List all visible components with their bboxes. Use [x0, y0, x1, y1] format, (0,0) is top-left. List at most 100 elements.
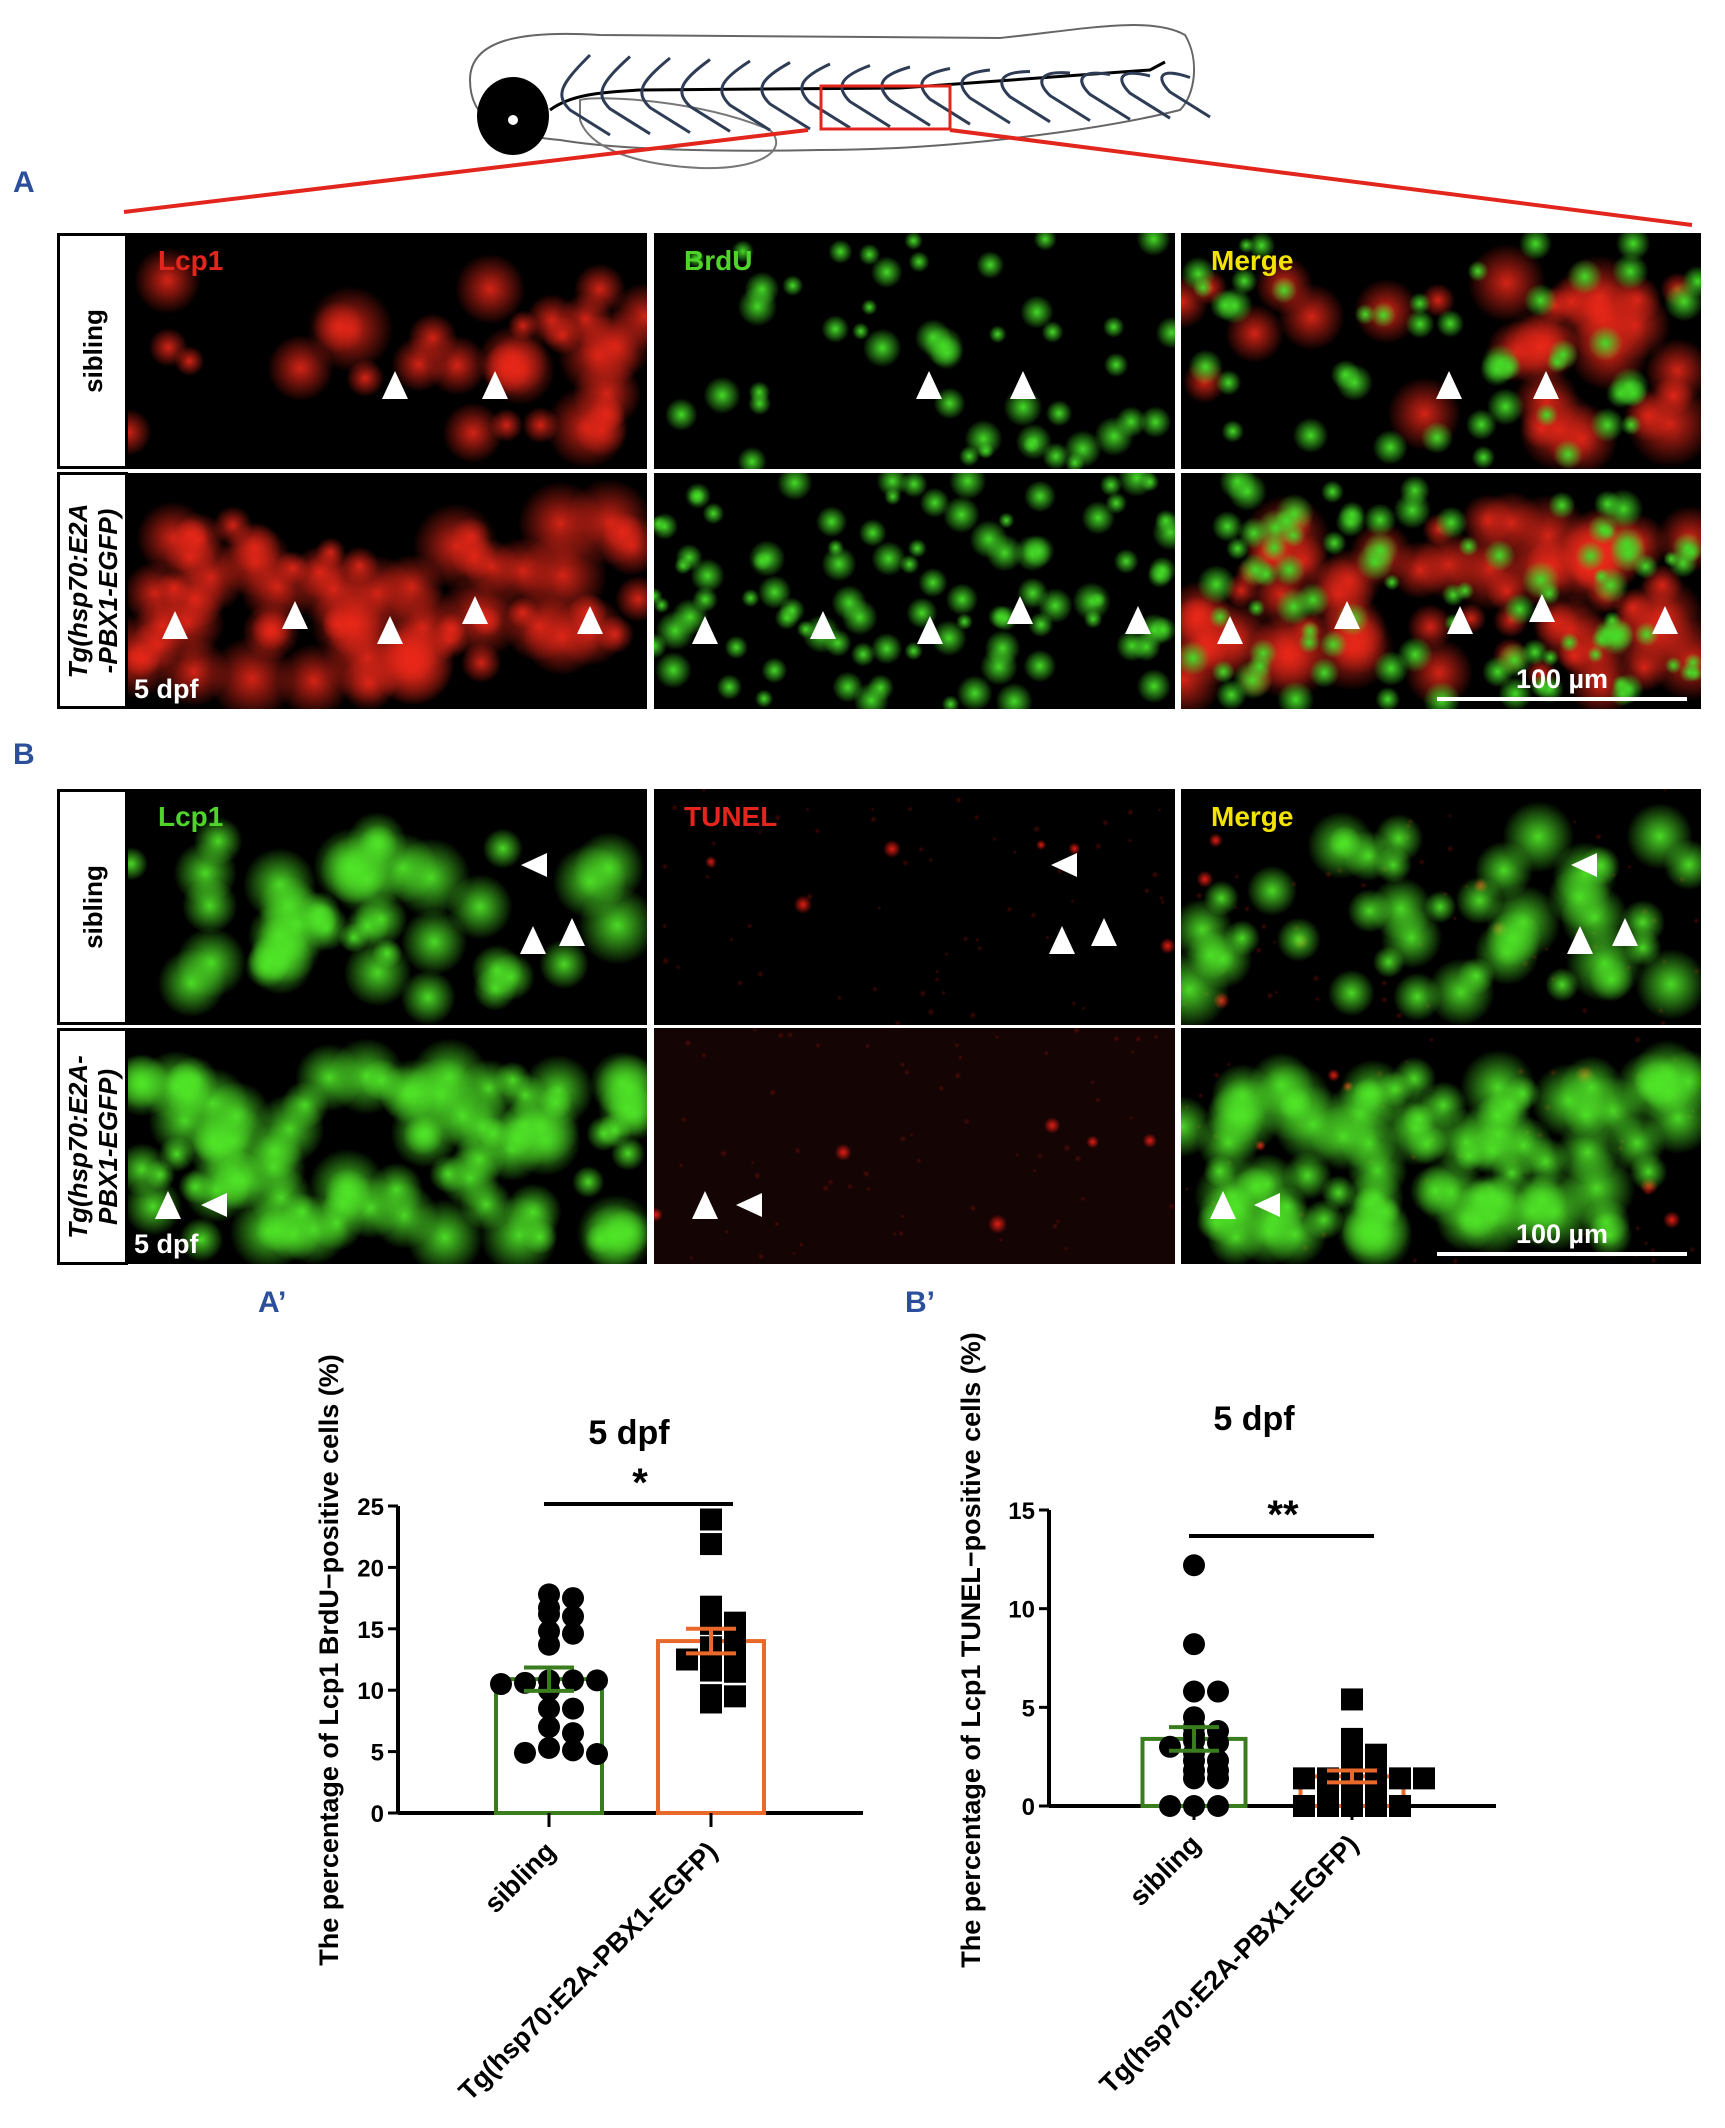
stage-label: 5 dpf: [134, 674, 199, 704]
y-tick-label: 0: [371, 1801, 384, 1828]
data-point: [514, 1741, 536, 1764]
arrowhead-icon: [736, 1193, 762, 1217]
data-point: [562, 1669, 584, 1692]
somite-stroke: [640, 56, 691, 134]
data-point: [1341, 1688, 1363, 1711]
arrowhead-icon: [1254, 1193, 1280, 1217]
somite-stroke: [920, 67, 971, 126]
micrograph-a-tg-brdu: [654, 473, 1175, 709]
arrowhead-icon: [1334, 601, 1360, 629]
row-label-tg-b: Tg(hsp70:E2A- PBX1-EGFP): [57, 1028, 128, 1265]
y-axis-label: The percentage of Lcp1 BrdU−positive cel…: [314, 1354, 344, 1965]
panel-b-prime-label: B’: [905, 1286, 935, 1319]
channel-label: Merge: [1211, 245, 1294, 276]
data-point: [700, 1533, 722, 1556]
data-point: [1293, 1767, 1315, 1790]
x-tick-label-sibling: sibling: [479, 1836, 562, 1919]
arrowhead-icon: [1571, 853, 1597, 877]
panel-a-prime-label: A’: [258, 1286, 287, 1319]
data-point: [1183, 1554, 1205, 1577]
arrowhead-icon: [377, 616, 403, 644]
micrograph-a-tg-merge: 100 µm: [1181, 473, 1701, 709]
micrograph-b-tg-merge: 100 µm: [1181, 1028, 1701, 1264]
arrowhead-icon: [1652, 606, 1678, 634]
scale-bar-line: [1437, 1252, 1687, 1256]
x-tick-label-tg: Tg(hsp70:E2A-PBX1-EGFP): [1094, 1829, 1365, 2100]
chart-title: 5 dpf: [588, 1414, 670, 1452]
x-tick-label-sibling: sibling: [1124, 1829, 1207, 1912]
channel-label: TUNEL: [684, 801, 778, 832]
arrowhead-icon: [917, 616, 943, 644]
data-point: [1183, 1795, 1205, 1817]
somite-stroke: [600, 55, 651, 136]
micrograph-image: [1181, 233, 1701, 469]
row-label-sibling-a: sibling: [57, 233, 128, 469]
data-point: [538, 1716, 560, 1739]
data-point: [538, 1697, 560, 1720]
row-label-tg-a: Tg(hsp70:E2A -PBX1-EGFP): [57, 472, 128, 709]
arrowhead-icon: [162, 611, 188, 639]
channel-label: Lcp1: [158, 245, 224, 276]
panel-b-label: B: [13, 738, 35, 771]
data-point: [538, 1633, 560, 1656]
arrowhead-icon: [1567, 926, 1593, 954]
arrowhead-icon: [282, 601, 308, 629]
stage-label: 5 dpf: [134, 1229, 199, 1259]
data-point: [1207, 1767, 1229, 1790]
data-point: [700, 1691, 722, 1714]
y-tick-label: 10: [357, 1678, 384, 1705]
somite-stroke: [1000, 70, 1051, 124]
arrowhead-icon: [1447, 606, 1473, 634]
data-point: [562, 1587, 584, 1610]
y-tick-label: 10: [1008, 1597, 1035, 1624]
y-tick-label: 5: [1022, 1695, 1035, 1722]
micrograph-image: [654, 789, 1175, 1025]
row-label-text: sibling: [77, 309, 108, 393]
data-point: [1365, 1795, 1387, 1817]
data-point: [1183, 1633, 1205, 1656]
data-point: [724, 1685, 746, 1708]
channel-label: Lcp1: [158, 801, 224, 832]
micrograph-image: [1181, 789, 1701, 1025]
data-point: [562, 1722, 584, 1745]
data-point: [490, 1673, 512, 1696]
arrowhead-icon: [521, 853, 547, 877]
somite-stroke: [880, 65, 931, 127]
panel-a-label: A: [13, 166, 35, 199]
region-highlight-box: [819, 84, 952, 131]
somite-stroke: [720, 59, 771, 132]
data-point: [1389, 1795, 1411, 1817]
micrograph-image: [1181, 1028, 1701, 1264]
tunel-chart: 5 dpf The percentage of Lcp1 TUNEL−positi…: [956, 1332, 1496, 2100]
arrowhead-icon: [692, 1191, 718, 1219]
arrowhead-icon: [1010, 371, 1036, 399]
data-point: [562, 1697, 584, 1720]
channel-label: BrdU: [684, 245, 753, 276]
data-point: [700, 1508, 722, 1531]
arrowhead-icon: [1091, 918, 1117, 946]
data-point: [1207, 1731, 1229, 1754]
scale-bar: 100 µm: [1437, 1219, 1687, 1256]
row-label-text: sibling: [77, 865, 108, 949]
significance-marker: *: [632, 1461, 648, 1505]
arrowhead-icon: [810, 611, 836, 639]
data-point: [1159, 1795, 1181, 1817]
micrograph-image: [128, 789, 647, 1025]
micrograph-image: [654, 1028, 1175, 1264]
data-point: [562, 1605, 584, 1628]
scale-bar: 100 µm: [1437, 664, 1687, 701]
row-label-sibling-b: sibling: [57, 789, 128, 1025]
y-axis-label: The percentage of Lcp1 TUNEL−positive ce…: [956, 1332, 986, 1967]
data-point: [724, 1660, 746, 1683]
scale-bar-line: [1437, 697, 1687, 701]
data-point: [562, 1739, 584, 1762]
somite-stroke: [1160, 71, 1211, 119]
micrograph-a-sibling-merge: Merge: [1181, 233, 1701, 469]
data-point: [514, 1671, 536, 1694]
arrowhead-icon: [1049, 926, 1075, 954]
arrowhead-icon: [1051, 853, 1077, 877]
arrowhead-icon: [1217, 616, 1243, 644]
arrowhead-icon: [692, 616, 718, 644]
y-tick-label: 15: [357, 1617, 384, 1644]
data-point: [1413, 1767, 1435, 1790]
